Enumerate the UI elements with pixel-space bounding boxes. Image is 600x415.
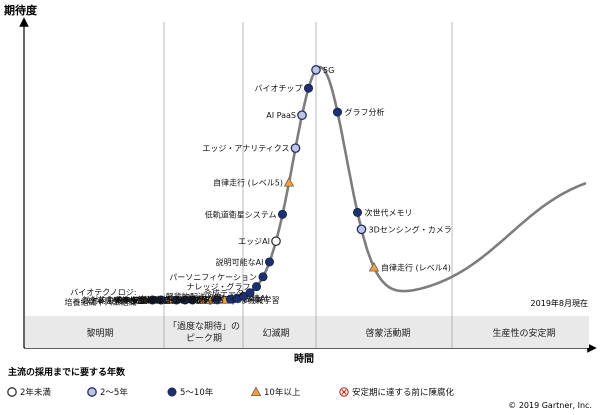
as-of-date: 2019年8月現在 [531,298,588,308]
phase-label-peak-line1: 「過度な期待」の [168,320,240,332]
technology-label: 敵対的生成ネットワーク [83,295,171,305]
technology-label: 軽貨物配送ドローン [166,291,238,301]
legend-label-gt10: 10年以上 [264,387,301,398]
technology-marker [188,295,198,305]
technology-label: パーソニフィケーション [169,273,257,282]
phase-label-plateau: 生産性の安定期 [492,327,555,339]
x-axis-label: 時間 [294,352,314,365]
technology-marker [290,143,301,154]
hype-curve [113,65,587,302]
phase-label-peak-line2: ピーク期 [186,333,222,344]
technology-marker [283,177,295,187]
technology-marker [258,272,268,282]
technology-marker [271,236,281,247]
technology-marker [277,209,287,219]
legend-marker-lt2 [7,387,17,397]
technology-marker [368,262,380,272]
technology-marker [156,295,166,305]
legend-marker-gt10 [250,386,262,397]
technology-points: バイオテクノロジ:培養組織や人工組織イマーシブ・ワークスペースARクラウド非中央… [65,65,452,307]
technology-label: 感情AI [244,293,268,303]
technology-label: ナレッジ・グラフ [187,282,251,292]
legend-marker-5to10 [167,387,177,397]
phase-label-slope: 啓蒙活動期 [365,327,410,339]
legend-label-5to10: 5～10年 [180,387,214,398]
technology-label: 次世代メモリ [365,207,413,217]
technology-label: ARクラウド [112,296,155,305]
technology-label: 非中央集権型Web [98,295,163,305]
technology-marker [332,107,342,117]
technology-label: 転移学習 [193,294,225,304]
legend-label-2to5: 2～5年 [100,387,128,398]
copyright: © 2019 Gartner, Inc. [508,401,592,410]
technology-label: 自律走行 (レベル4) [381,262,451,272]
technology-marker [137,294,148,305]
technology-marker [264,257,274,267]
legend-marker-2to5 [87,387,97,397]
phase-band [25,316,589,348]
technology-label: 説明可能なAI [216,257,264,267]
technology-label: 合成データ [204,288,244,298]
technology-label: 自律走行 (レベル5) [213,178,283,188]
legend: 2年未満 2～5年 5～10年 10年以上 安定期に達する前に陳腐化 [7,386,455,398]
technology-label: 低軌道衛星システム [205,209,277,219]
phase-label-innovation: 黎明期 [86,327,113,339]
technology-label: 3Dセンシング・カメラ [369,224,452,234]
technology-marker [297,110,307,121]
technology-marker [303,83,313,93]
technology-label: エッジ・アナリティクス [202,144,289,153]
technology-label: 自律型航空機/空飛ぶ車 [135,295,218,305]
technology-label: AI PaaS [266,111,296,120]
technology-marker [204,294,216,304]
technology-marker [311,65,321,75]
legend-title: 主流の採用までに要する年数 [8,366,126,378]
technology-label: バイオテクノロジ: [70,288,136,297]
technology-label: バイオチップ [255,84,303,93]
technology-label: ナノスケール3Dプリンティング [90,295,204,305]
technology-marker [195,294,207,304]
technology-marker [163,294,175,305]
technology-label: 拡張インテリジェンス [132,295,212,305]
technology-marker [356,224,367,235]
legend-label-obsolete: 安定期に達する前に陳腐化 [352,387,455,398]
technology-label: グラフ分析 [345,107,385,117]
phase-label-trough: 幻滅期 [262,327,289,339]
technology-marker [352,207,362,217]
technology-label: 5G [323,66,334,75]
technology-marker [252,282,262,292]
legend-marker-obsolete [339,387,349,397]
technology-label: 非中央集権型自律組織 [115,295,195,305]
technology-marker [245,288,255,298]
y-axis-label: 期待度 [4,3,38,17]
technology-label: 培養組織や人工組織 [65,297,137,307]
legend-label-lt2: 2年未満 [20,387,51,398]
technology-label: エッジAI [238,237,270,246]
